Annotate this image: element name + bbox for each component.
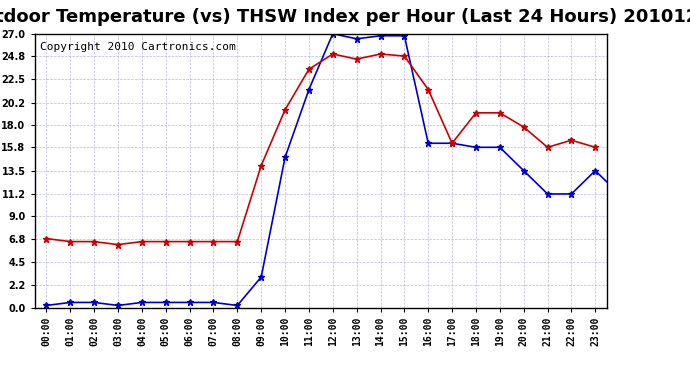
Text: Copyright 2010 Cartronics.com: Copyright 2010 Cartronics.com [40,42,236,52]
Text: Outdoor Temperature (vs) THSW Index per Hour (Last 24 Hours) 20101215: Outdoor Temperature (vs) THSW Index per … [0,8,690,26]
